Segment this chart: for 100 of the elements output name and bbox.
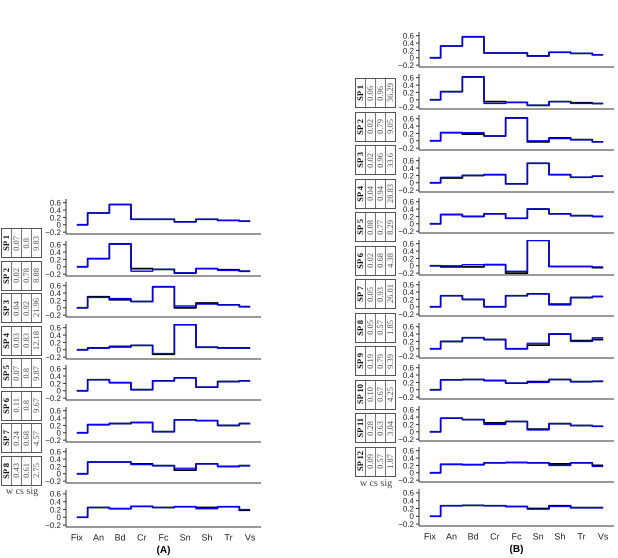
text: 4.38 <box>385 253 395 268</box>
y-tick-label: 0.4 <box>50 372 62 381</box>
y-tick-label: 0.2 <box>402 461 415 470</box>
x-tick-label: Fix <box>70 532 84 542</box>
y-tick-label: −0.2 <box>398 519 415 528</box>
x-tick-label: Cr <box>137 532 147 542</box>
y-tick-label: 0.6 <box>50 323 62 332</box>
y-tick-label: 0.4 <box>50 454 62 464</box>
text: SP 2 <box>1 268 11 284</box>
x-tick-label: Fc <box>512 530 522 541</box>
y-tick-label: 0.6 <box>402 156 415 166</box>
y-tick-label: 0.6 <box>50 406 62 416</box>
y-tick-label: 0 <box>56 470 62 479</box>
text: 0.04 <box>11 300 21 316</box>
y-tick-label: 0.6 <box>50 364 62 374</box>
text: 0.04 <box>365 186 375 201</box>
text: SP 1 <box>355 85 365 101</box>
text: 9.05 <box>385 119 395 134</box>
text: SP 3 <box>1 300 11 316</box>
text: SP 6 <box>355 252 365 268</box>
text: 3.04 <box>385 420 395 436</box>
y-tick-label: 0 <box>56 428 62 438</box>
y-tick-label: 0 <box>410 468 415 478</box>
y-tick-label: 0 <box>410 344 415 354</box>
text: 9.39 <box>385 354 395 368</box>
y-tick-label: 0.2 <box>50 504 62 514</box>
y-tick-label: 0.4 <box>402 329 415 338</box>
y-tick-label: −0.2 <box>45 311 62 320</box>
text: 0.68 <box>21 430 31 446</box>
text: 0.61 <box>21 463 31 478</box>
text: 1.87 <box>385 454 395 469</box>
y-tick-label: −0.2 <box>45 394 62 403</box>
text: 0.79 <box>375 354 385 368</box>
text: 0.8 <box>21 368 31 378</box>
y-tick-label: 0 <box>410 261 415 270</box>
x-tick-label: Sh <box>554 530 566 541</box>
y-tick-label: −0.2 <box>45 436 62 444</box>
y-tick-label: −0.2 <box>45 477 62 486</box>
text: 0.24 <box>11 430 21 446</box>
y-tick-label: 0.2 <box>50 296 62 306</box>
x-tick-label: Fc <box>158 532 169 542</box>
text: 0.8 <box>21 238 31 248</box>
y-tick-label: 0.6 <box>402 446 415 456</box>
y-tick-label: 0.4 <box>402 246 415 256</box>
text: 0.68 <box>375 253 385 268</box>
y-tick-label: 0.2 <box>402 336 415 346</box>
text: 8.88 <box>31 268 41 283</box>
text: SP 8 <box>1 462 11 478</box>
y-tick-label: 0.4 <box>50 247 62 256</box>
x-axis-title: (B) <box>510 544 524 554</box>
y-tick-label: 0 <box>410 220 415 229</box>
y-tick-label: 0.4 <box>50 288 62 298</box>
text: SP 9 <box>355 353 365 369</box>
y-tick-label: 0.4 <box>50 330 62 340</box>
text: 36.29 <box>385 83 395 103</box>
y-tick-label: 0.4 <box>402 122 415 131</box>
text: SP 7 <box>1 430 11 446</box>
y-tick-label: −0.2 <box>398 476 415 485</box>
y-tick-label: 0.2 <box>402 295 415 304</box>
text: w cs sig <box>4 486 40 497</box>
text: 0.96 <box>375 86 385 100</box>
text: 0.05 <box>365 286 375 302</box>
y-tick-label: 0.6 <box>50 282 62 291</box>
text: 26.01 <box>385 284 395 304</box>
y-tick-label: 0 <box>56 220 62 230</box>
text: SP 5 <box>1 365 11 381</box>
y-tick-label: 0 <box>410 512 415 521</box>
x-tick-label: Vs <box>598 530 609 541</box>
y-tick-label: 0.2 <box>402 88 415 97</box>
y-tick-label: 0.4 <box>402 80 415 90</box>
text: SP 5 <box>355 219 365 235</box>
y-tick-label: 0 <box>410 54 415 63</box>
y-tick-label: 0.6 <box>402 114 415 124</box>
x-tick-label: Sh <box>201 532 212 542</box>
y-tick-label: 0.4 <box>402 496 415 506</box>
text: 0.07 <box>11 236 21 250</box>
y-tick-label: 0.2 <box>402 46 415 56</box>
y-tick-label: 0 <box>56 262 62 272</box>
y-tick-label: 0.2 <box>402 378 415 388</box>
text: SP 7 <box>355 286 365 302</box>
y-tick-label: 0.2 <box>50 379 62 388</box>
text: 0.07 <box>11 366 21 380</box>
y-tick-label: 0 <box>410 136 415 146</box>
text: 0.8 <box>21 400 31 411</box>
y-tick-label: 0.6 <box>50 240 62 250</box>
y-tick-label: 0.6 <box>402 198 415 207</box>
y-tick-label: 0 <box>410 95 415 104</box>
text: 0.94 <box>375 186 385 201</box>
y-tick-label: 0.6 <box>50 448 62 457</box>
y-tick-label: −0.2 <box>398 186 415 194</box>
text: 0.11 <box>11 398 21 413</box>
y-tick-label: 0 <box>56 512 62 522</box>
text: 0.83 <box>21 333 31 348</box>
text: 1.85 <box>385 320 395 335</box>
text: 0.19 <box>365 354 375 368</box>
y-tick-label: −0.2 <box>45 270 62 278</box>
x-tick-label: Cr <box>490 530 500 541</box>
y-tick-label: 0.4 <box>50 413 62 422</box>
text: 0.02 <box>365 152 375 168</box>
text: SP 11 <box>355 418 365 438</box>
